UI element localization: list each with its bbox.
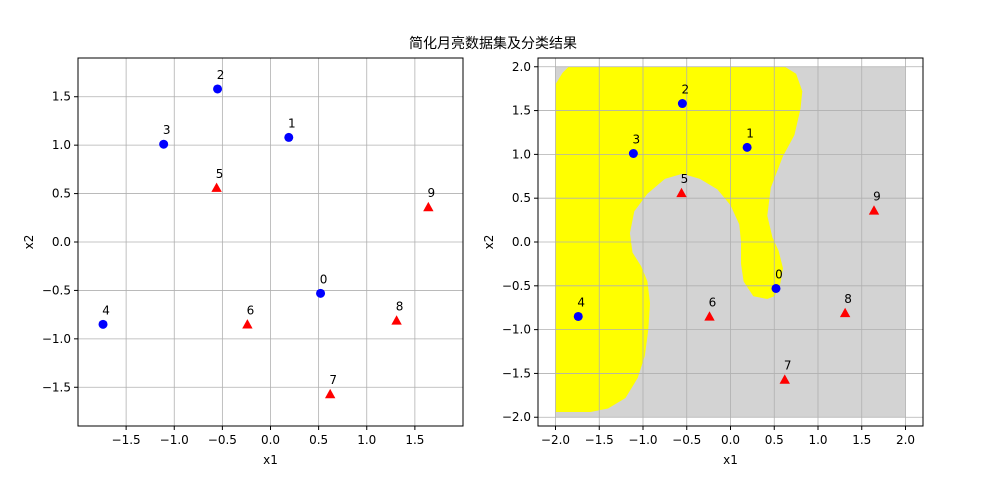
y-tick-label: −1.0 bbox=[502, 323, 531, 337]
point-class0 bbox=[573, 311, 583, 321]
y-tick-label: 0.0 bbox=[512, 235, 531, 249]
y-tick-label: −2.0 bbox=[502, 410, 531, 424]
y-tick-label: −0.5 bbox=[42, 283, 71, 297]
point-class1 bbox=[211, 182, 222, 192]
point-class1 bbox=[324, 388, 336, 399]
point-label: 6 bbox=[247, 303, 255, 317]
point-label: 9 bbox=[873, 189, 881, 203]
point-label: 2 bbox=[682, 83, 690, 97]
x-tick-label: −2.0 bbox=[541, 433, 570, 447]
point-class0 bbox=[742, 142, 752, 152]
x-axis-label: x1 bbox=[263, 453, 278, 467]
point-class0 bbox=[98, 319, 108, 329]
point-class1 bbox=[242, 319, 253, 329]
x-tick-label: 1.0 bbox=[357, 433, 376, 447]
x-tick-label: −1.0 bbox=[628, 433, 657, 447]
y-tick-label: 0.0 bbox=[52, 235, 71, 249]
point-label: 8 bbox=[396, 299, 404, 313]
x-tick-label: −0.5 bbox=[208, 433, 237, 447]
point-label: 3 bbox=[633, 133, 641, 147]
x-axis-label: x1 bbox=[723, 453, 738, 467]
point-class1 bbox=[704, 311, 715, 321]
y-tick-label: 0.5 bbox=[512, 191, 531, 205]
point-label: 2 bbox=[217, 68, 225, 82]
y-tick-label: −1.0 bbox=[42, 332, 71, 346]
y-tick-label: 2.0 bbox=[512, 60, 531, 74]
point-class0 bbox=[284, 132, 294, 142]
point-label: 0 bbox=[320, 272, 328, 286]
point-label: 4 bbox=[102, 303, 110, 317]
point-label: 1 bbox=[288, 116, 296, 130]
point-label: 9 bbox=[428, 186, 436, 200]
point-class1 bbox=[779, 374, 790, 384]
point-class1 bbox=[423, 201, 434, 212]
y-axis-label: x2 bbox=[482, 235, 496, 250]
x-tick-label: −1.0 bbox=[160, 433, 189, 447]
x-tick-label: −1.5 bbox=[585, 433, 614, 447]
x-tick-label: 0.5 bbox=[309, 433, 328, 447]
axes-right: −2.0 −1.5 −1.0 −0.5 0.0 0.5 1.0 1.5 2.0−2.0−1.5−… bbox=[482, 57, 924, 467]
y-tick-label: −1.5 bbox=[502, 366, 531, 380]
y-tick-label: −1.5 bbox=[42, 380, 71, 394]
x-tick-label: 1.5 bbox=[405, 433, 424, 447]
x-tick-label: 1.5 bbox=[852, 433, 871, 447]
y-tick-label: 0.5 bbox=[52, 187, 71, 201]
point-label: 4 bbox=[577, 295, 585, 309]
point-label: 3 bbox=[163, 123, 171, 137]
y-tick-label: 1.0 bbox=[512, 147, 531, 161]
x-tick-label: 1.0 bbox=[808, 433, 827, 447]
point-label: 5 bbox=[216, 167, 224, 181]
point-class1 bbox=[676, 187, 687, 198]
axes-left: −1.5 −1.0 −0.5 0.0 0.5 1.0 1.5 −1.5 −1.0 −0.5 0.0 0… bbox=[22, 57, 464, 467]
point-class0 bbox=[159, 139, 169, 149]
x-tick-label: 2.0 bbox=[896, 433, 915, 447]
y-axis-label: x2 bbox=[22, 235, 36, 250]
decision-region-class0 bbox=[555, 66, 803, 413]
point-class0 bbox=[213, 84, 223, 94]
point-class0 bbox=[771, 283, 781, 293]
point-label: 6 bbox=[709, 295, 717, 309]
point-class0 bbox=[628, 149, 638, 159]
point-class0 bbox=[316, 288, 326, 298]
point-label: 1 bbox=[746, 126, 754, 140]
x-tick-label: 0.0 bbox=[721, 433, 740, 447]
y-tick-label: −0.5 bbox=[502, 279, 531, 293]
point-label: 5 bbox=[681, 172, 689, 186]
point-class1 bbox=[391, 315, 402, 325]
point-label: 0 bbox=[775, 267, 783, 281]
point-label: 8 bbox=[844, 292, 852, 306]
x-tick-label: 0.0 bbox=[261, 433, 280, 447]
point-label: 7 bbox=[329, 373, 337, 387]
point-class0 bbox=[677, 99, 687, 109]
x-tick-label: 0.5 bbox=[765, 433, 784, 447]
figure-title: 简化月亮数据集及分类结果 bbox=[409, 35, 577, 52]
point-class1 bbox=[868, 205, 880, 215]
y-tick-label: 1.5 bbox=[52, 90, 71, 104]
y-tick-label: 1.0 bbox=[52, 138, 71, 152]
x-tick-label: −1.5 bbox=[112, 433, 141, 447]
point-class1 bbox=[839, 307, 851, 318]
x-tick-label: −0.5 bbox=[672, 433, 701, 447]
y-tick-label: 1.5 bbox=[512, 104, 531, 118]
point-label: 7 bbox=[784, 359, 792, 373]
